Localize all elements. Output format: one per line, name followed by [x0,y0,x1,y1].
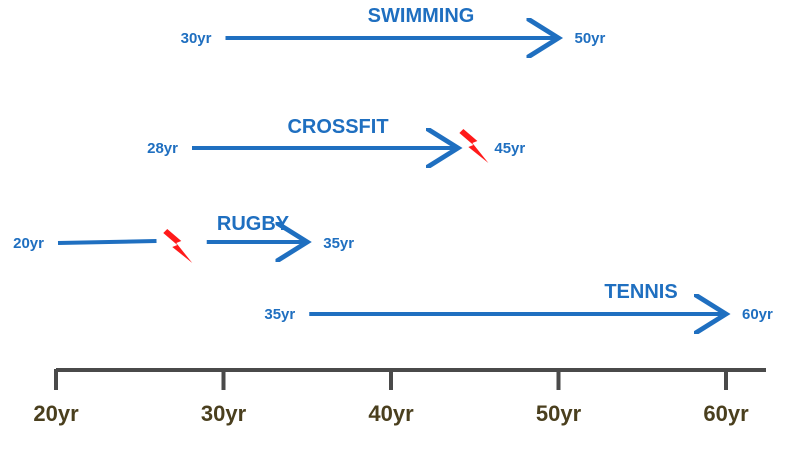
lightning-bolt-icon [163,229,193,263]
end-age-label: 35yr [323,235,354,252]
lightning-bolt-icon [459,129,489,163]
sport-row-tennis: 35yr 60yr TENNIS [264,281,773,323]
axis-tick-label: 20yr [33,401,79,426]
end-age-label: 50yr [575,30,606,47]
start-age-label: 30yr [181,30,212,47]
axis-tick-label: 60yr [703,401,749,426]
axis-tick-label: 50yr [536,401,582,426]
end-age-label: 45yr [494,140,525,157]
axis-tick-label: 40yr [368,401,414,426]
sport-row-crossfit: 28yr 45yr CROSSFIT [147,116,525,163]
sport-row-rugby: 20yr 35yr RUGBY [13,213,354,263]
sport-title: RUGBY [217,213,290,235]
start-age-label: 20yr [13,235,44,252]
sport-title: TENNIS [604,281,677,303]
sport-title: SWIMMING [368,5,475,27]
duration-line [57,239,157,245]
sport-row-swimming: 30yr 50yr SWIMMING [181,5,606,47]
end-age-label: 60yr [742,306,773,323]
start-age-label: 28yr [147,140,178,157]
axis-tick-label: 30yr [201,401,247,426]
age-axis: 20yr 30yr 40yr 50yr 60yr [33,368,766,426]
sport-title: CROSSFIT [287,116,388,138]
start-age-label: 35yr [264,306,295,323]
